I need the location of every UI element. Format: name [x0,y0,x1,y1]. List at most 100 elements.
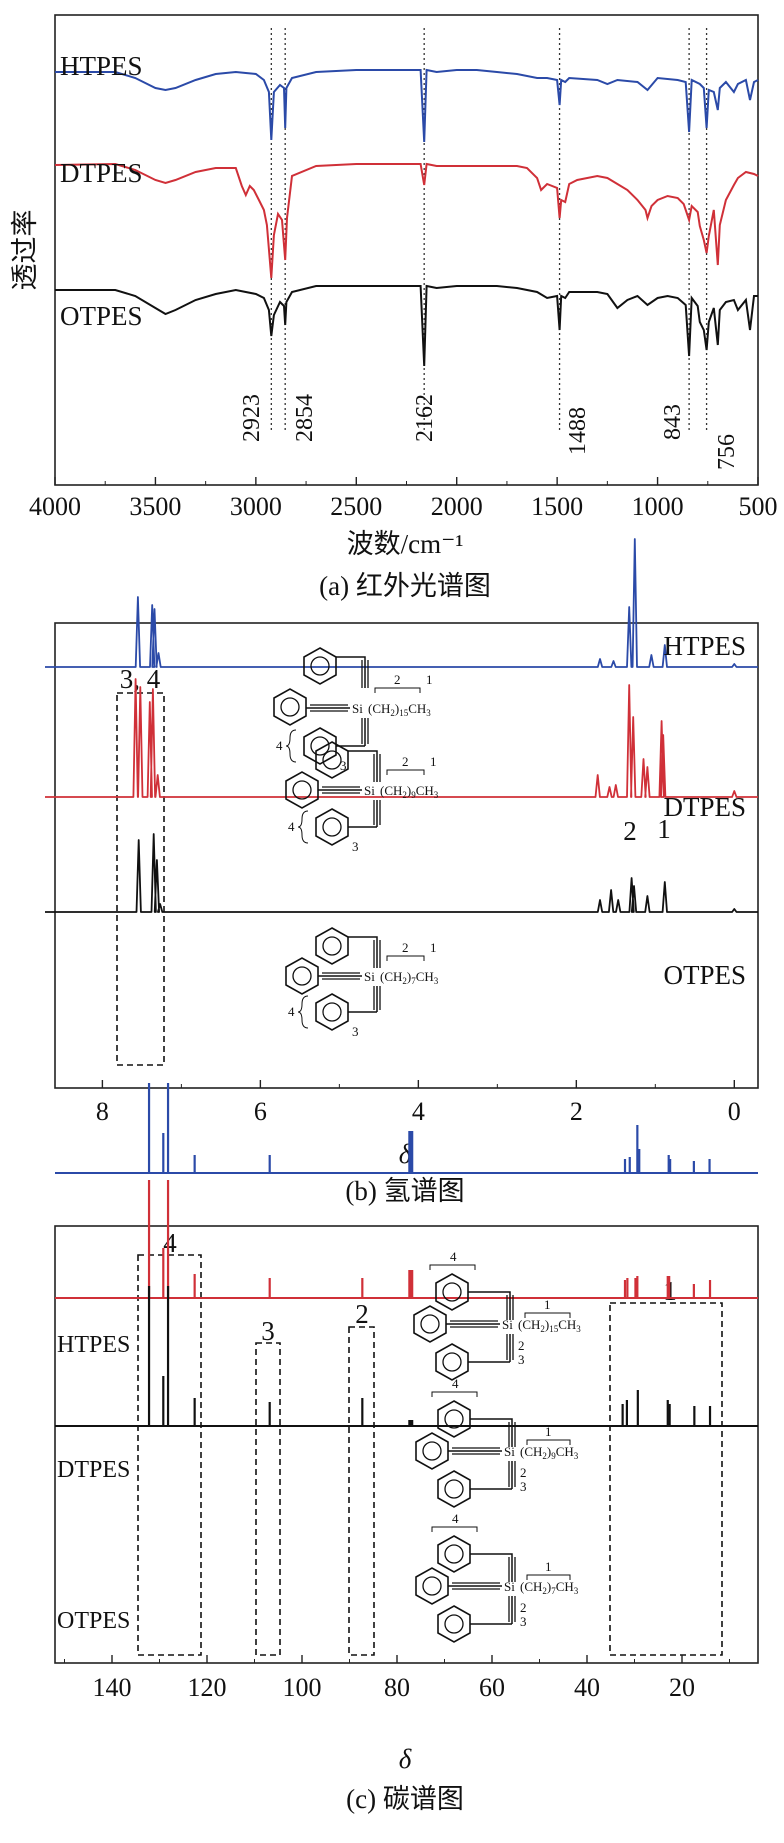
c-nmr-x-tick-label: 80 [384,1673,410,1702]
h-nmr-plot-frame [54,622,759,1089]
c-nmr-x-tick-label: 60 [479,1673,505,1702]
chain-label-otpes: (CH2)7CH3 [520,1579,579,1596]
c-nmr-box-label-2: 2 [355,1299,369,1329]
chain-label-htpes: (CH2)15CH3 [368,701,431,718]
phenyl-ring-icon [415,1567,449,1605]
molecule-structure-otpes-c: 4 Si (CH2)7CH3 1 2 3 [415,1511,579,1643]
phenyl-ring-icon [303,647,337,685]
si-atom-label: Si [504,1579,515,1594]
h-nmr-peak-label-1: 1 [657,814,671,844]
si-atom-label: Si [364,969,375,984]
c-nmr-series-label-otpes: OTPES [57,1608,130,1634]
phenyl-ring-icon [303,727,337,765]
h-nmr-series-label-htpes: HTPES [663,631,746,661]
c-nmr-series-label-dtpes: DTPES [57,1457,130,1483]
ir-x-tick-label: 3000 [230,492,282,521]
molecule-structure-dtpes-c: 4 Si (CH2)9CH3 1 2 3 [415,1376,579,1508]
chain-position-1: 1 [545,1424,552,1439]
position-3-label: 3 [518,1352,525,1367]
chain-label-otpes: (CH2)7CH3 [380,969,439,986]
position-4-label: 4 [276,738,283,753]
c-nmr-x-tick-label: 140 [93,1673,132,1702]
ir-x-axis-label: 波数/cm⁻¹ [347,529,464,559]
ir-reference-lines [270,28,708,430]
h-nmr-series-lines [45,538,758,913]
ring-position-4: 4 [452,1376,459,1391]
c-nmr-plot-frame [54,1225,759,1664]
chain-position-1: 1 [426,672,433,687]
h-nmr-x-tick-label: 6 [254,1097,267,1126]
phenyl-ring-icon [437,1535,471,1573]
chain-label-dtpes: (CH2)9CH3 [520,1444,579,1461]
position-4-label: 4 [288,1004,295,1019]
position-3-label: 3 [520,1614,527,1629]
si-atom-label: Si [504,1444,515,1459]
ir-series-label-otpes: OTPES [60,301,143,331]
c-nmr-series-label-htpes: HTPES [57,1332,130,1358]
c-nmr-x-axis-label: δ [399,1744,412,1774]
chain-label-htpes: (CH2)15CH3 [518,1317,581,1334]
position-3-label: 3 [352,839,359,854]
ring-position-4: 4 [450,1249,457,1264]
chain-position-1: 1 [430,754,437,769]
position-2-label: 2 [520,1465,527,1480]
h-nmr-caption: (b) 氢谱图 [345,1176,464,1206]
ir-peak-label-756: 756 [714,434,740,470]
position-3-label: 3 [520,1479,527,1494]
ir-x-tick-label: 3500 [129,492,181,521]
phenyl-ring-icon [437,1400,471,1438]
phenyl-ring-icon [415,1432,449,1470]
ir-x-ticks: 4000 3500 3000 2500 2000 1500 1000 500 [29,477,778,521]
h-nmr-x-tick-label: 0 [728,1097,741,1126]
si-atom-label: Si [502,1317,513,1332]
h-nmr-peak-label-2: 2 [623,816,637,846]
ring-position-4: 4 [452,1511,459,1526]
si-atom-label: Si [352,701,363,716]
ir-y-axis-label: 透过率 [10,210,40,291]
ir-peak-label-2162: 2162 [412,394,438,442]
h-nmr-x-tick-label: 4 [412,1097,425,1126]
h-nmr-series-line-otpes [45,833,758,913]
h-nmr-series-line-htpes [45,538,758,668]
phenyl-ring-icon [315,993,349,1031]
phenyl-ring-icon [273,688,307,726]
ir-caption: (a) 红外光谱图 [319,571,491,601]
ir-x-tick-label: 1000 [632,492,684,521]
h-nmr-series-label-dtpes: DTPES [663,792,746,822]
position-2-label: 2 [518,1338,525,1353]
h-nmr-x-ticks: 8 6 4 2 0 [96,1080,741,1126]
c-nmr-box-2 [348,1326,375,1656]
ir-series-label-dtpes: DTPES [60,158,143,188]
phenyl-ring-icon [435,1273,469,1311]
c-nmr-x-tick-label: 20 [669,1673,695,1702]
molecule-structure-htpes-c: 4 Si (CH2)15CH3 1 2 3 [413,1249,581,1381]
ir-series-line-dtpes [54,162,759,279]
phenyl-ring-icon [437,1605,471,1643]
chain-position-2: 2 [402,754,409,769]
molecule-structure-otpes: Si (CH2)7CH3 2 1 4 3 [285,927,439,1039]
phenyl-ring-icon [437,1470,471,1508]
position-3-label: 3 [352,1024,359,1039]
phenyl-ring-icon [315,808,349,846]
ir-x-tick-label: 1500 [531,492,583,521]
chain-position-1: 1 [430,940,437,955]
phenyl-ring-icon [285,771,319,809]
chain-position-2: 2 [402,940,409,955]
ir-peak-label-843: 843 [660,404,686,440]
ir-series-label-htpes: HTPES [60,51,143,81]
chain-label-dtpes: (CH2)9CH3 [380,783,439,800]
position-3-label: 3 [340,758,347,773]
chain-position-1: 1 [545,1559,552,1574]
ir-peak-label-2854: 2854 [292,394,318,442]
c-nmr-box-4 [137,1254,202,1656]
ir-series-lines [54,68,759,367]
ir-x-tick-label: 500 [739,492,778,521]
h-nmr-x-tick-label: 8 [96,1097,109,1126]
si-atom-label: Si [364,783,375,798]
c-nmr-x-tick-label: 40 [574,1673,600,1702]
ir-x-tick-label: 2500 [330,492,382,521]
ir-series-line-htpes [55,68,759,143]
molecule-structure-dtpes: Si (CH2)9CH3 2 1 4 3 [285,741,439,854]
ir-x-tick-label: 4000 [29,492,81,521]
